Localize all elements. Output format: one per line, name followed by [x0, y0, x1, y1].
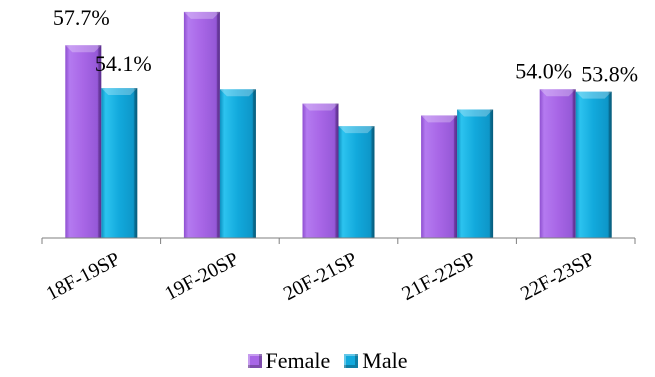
bar-female-3 — [421, 115, 457, 238]
bar-male-3 — [457, 109, 493, 238]
data-label-female-4: 54.0% — [515, 58, 572, 83]
bar-chart: 57.7% 54.1% 54.0% 53.8% 18F-19SP 19F-20SP 20F… — [0, 0, 655, 345]
legend-swatch-female — [248, 354, 262, 368]
bar-male-0 — [101, 88, 137, 238]
x-tick-label-4: 22F-23SP — [517, 248, 598, 305]
bar-male-2 — [339, 126, 375, 238]
x-tick-label-1: 19F-20SP — [161, 248, 242, 305]
bar-female-2 — [303, 104, 339, 238]
data-label-male-4: 53.8% — [581, 62, 638, 87]
legend-label-male: Male — [362, 348, 407, 374]
data-label-female-0: 57.7% — [53, 5, 110, 30]
legend: Female Male — [0, 348, 655, 374]
legend-item-female: Female — [248, 348, 331, 374]
x-tick-label-3: 21F-22SP — [398, 248, 479, 305]
bar-female-1 — [184, 12, 220, 238]
legend-item-male: Male — [344, 348, 407, 374]
bar-male-1 — [220, 89, 256, 238]
x-tick-label-2: 20F-21SP — [280, 248, 361, 305]
bar-male-4 — [576, 92, 612, 238]
bar-female-4 — [540, 89, 576, 238]
legend-swatch-male — [344, 354, 358, 368]
data-label-male-0: 54.1% — [95, 51, 152, 76]
x-tick-label-0: 18F-19SP — [43, 248, 124, 305]
legend-label-female: Female — [266, 348, 331, 374]
